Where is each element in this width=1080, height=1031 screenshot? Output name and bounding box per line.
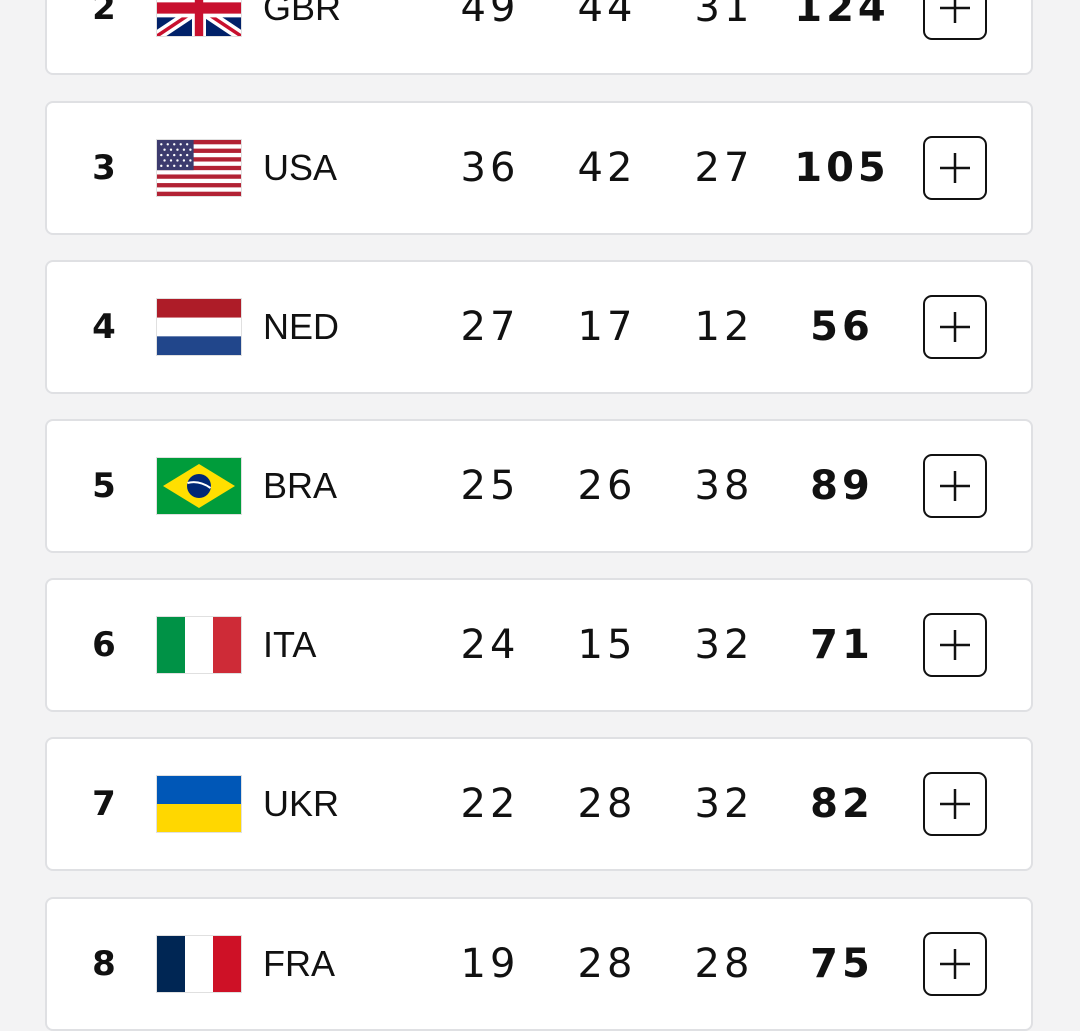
silver-count: 26	[577, 463, 637, 509]
plus-icon	[940, 0, 970, 23]
flag-ukr-icon	[157, 739, 243, 869]
plus-icon	[940, 153, 970, 183]
country-code: ITA	[263, 624, 317, 665]
expand-row-button[interactable]	[923, 0, 987, 40]
table-row[interactable]: 2 GBR 49 44 31 124	[45, 0, 1033, 75]
total-count: 82	[810, 781, 874, 827]
gold-count: 27	[460, 304, 520, 350]
total-count: 71	[810, 622, 874, 668]
gold-count: 49	[460, 0, 520, 31]
total-count: 56	[810, 304, 874, 350]
expand-row-button[interactable]	[923, 932, 987, 996]
gold-count: 36	[460, 145, 520, 191]
gold-count: 22	[460, 781, 520, 827]
table-row[interactable]: 5 BRA 25 26 38 89	[45, 419, 1033, 553]
rank: 4	[92, 307, 116, 347]
expand-row-button[interactable]	[923, 613, 987, 677]
silver-count: 44	[577, 0, 637, 31]
country-code: NED	[263, 306, 340, 347]
country-code: USA	[263, 147, 338, 188]
gold-count: 19	[460, 941, 520, 987]
bronze-count: 38	[694, 463, 754, 509]
silver-count: 28	[577, 781, 637, 827]
country-code: GBR	[263, 0, 342, 28]
total-count: 89	[810, 463, 874, 509]
bronze-count: 12	[694, 304, 754, 350]
country-code: UKR	[263, 783, 340, 824]
gold-count: 25	[460, 463, 520, 509]
bronze-count: 31	[694, 0, 754, 31]
table-row[interactable]: 4 NED 27 17 12 56	[45, 260, 1033, 394]
plus-icon	[940, 312, 970, 342]
expand-row-button[interactable]	[923, 454, 987, 518]
rank: 6	[92, 625, 116, 665]
table-row[interactable]: 3	[45, 101, 1033, 235]
rank: 2	[92, 0, 116, 28]
total-count: 75	[810, 941, 874, 987]
bronze-count: 32	[694, 781, 754, 827]
plus-icon	[940, 949, 970, 979]
rank: 3	[92, 148, 116, 188]
rank: 7	[92, 784, 116, 824]
expand-row-button[interactable]	[923, 295, 987, 359]
silver-count: 15	[577, 622, 637, 668]
silver-count: 42	[577, 145, 637, 191]
table-row[interactable]: 8 FRA 19 28 28 75	[45, 897, 1033, 1031]
bronze-count: 28	[694, 941, 754, 987]
flag-gbr-icon	[157, 0, 243, 73]
table-row[interactable]: 6 ITA 24 15 32 71	[45, 578, 1033, 712]
plus-icon	[940, 630, 970, 660]
country-code: BRA	[263, 465, 338, 506]
total-count: 124	[794, 0, 890, 31]
flag-ned-icon	[157, 262, 243, 392]
plus-icon	[940, 789, 970, 819]
bronze-count: 32	[694, 622, 754, 668]
silver-count: 28	[577, 941, 637, 987]
flag-bra-icon	[157, 421, 243, 551]
rank: 8	[92, 944, 116, 984]
table-row[interactable]: 7 UKR 22 28 32 82	[45, 737, 1033, 871]
rank: 5	[92, 466, 116, 506]
expand-row-button[interactable]	[923, 136, 987, 200]
silver-count: 17	[577, 304, 637, 350]
flag-usa-icon	[157, 103, 243, 233]
total-count: 105	[794, 145, 890, 191]
country-code: FRA	[263, 943, 335, 984]
flag-fra-icon	[157, 899, 243, 1029]
bronze-count: 27	[694, 145, 754, 191]
expand-row-button[interactable]	[923, 772, 987, 836]
plus-icon	[940, 471, 970, 501]
flag-ita-icon	[157, 580, 243, 710]
gold-count: 24	[460, 622, 520, 668]
